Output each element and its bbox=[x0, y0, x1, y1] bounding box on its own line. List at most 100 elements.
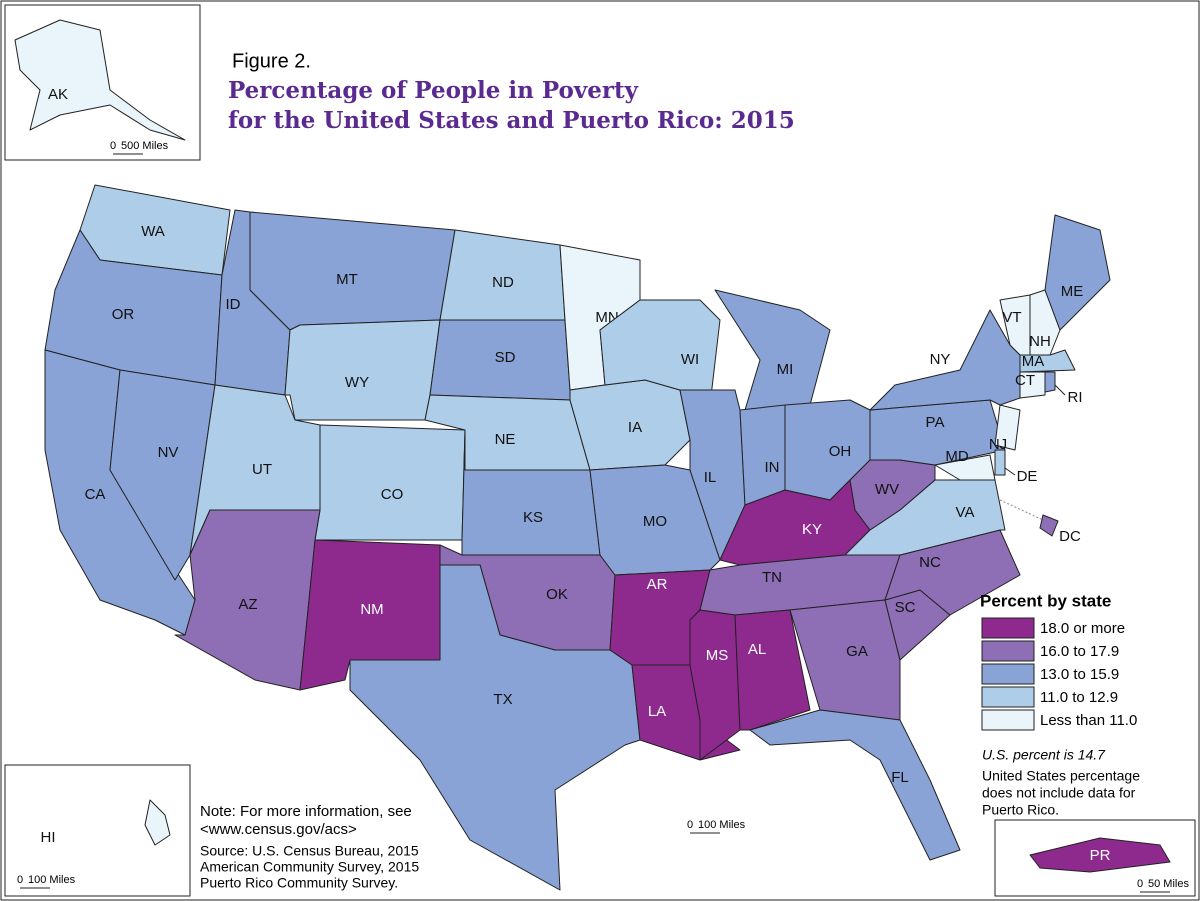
state-label: WA bbox=[141, 223, 165, 240]
state-label: OK bbox=[546, 586, 568, 603]
scale-zero: 0 bbox=[17, 874, 23, 886]
state bbox=[734, 609, 811, 731]
legend-label: 18.0 or more bbox=[1040, 620, 1125, 637]
state-label: GA bbox=[846, 643, 868, 660]
state-label: MT bbox=[336, 271, 358, 288]
us-percent: U.S. percent is 14.7 bbox=[982, 747, 1106, 763]
legend-swatch bbox=[981, 686, 1035, 708]
leader-line bbox=[1054, 384, 1066, 396]
state-label: AR bbox=[647, 576, 668, 593]
state-label: RI bbox=[1068, 389, 1083, 406]
note: <www.census.gov/acs> bbox=[200, 821, 357, 838]
leader-line bbox=[1004, 467, 1016, 476]
state bbox=[349, 564, 641, 891]
state-label: NE bbox=[495, 431, 516, 448]
state-label: DC bbox=[1059, 528, 1081, 545]
state-label: PA bbox=[926, 414, 945, 431]
legend-label: 16.0 to 17.9 bbox=[1040, 643, 1119, 660]
state bbox=[1029, 837, 1171, 873]
state-label: VT bbox=[1002, 309, 1021, 326]
state-label: ME bbox=[1061, 283, 1084, 300]
legend-swatch bbox=[981, 663, 1035, 685]
state-label: SD bbox=[495, 349, 516, 366]
state-label: KY bbox=[802, 521, 822, 538]
state-label: AL bbox=[748, 641, 766, 658]
state bbox=[1039, 514, 1059, 537]
scale-zero: 0 bbox=[110, 140, 116, 152]
state-label: IA bbox=[628, 419, 642, 436]
legend-label: Less than 11.0 bbox=[1040, 712, 1137, 729]
legend-title: Percent by state bbox=[980, 591, 1111, 610]
state-label: NH bbox=[1029, 333, 1051, 350]
state bbox=[1019, 371, 1046, 399]
state-label: SC bbox=[895, 599, 916, 616]
state bbox=[14, 19, 186, 141]
state-label: OR bbox=[112, 306, 135, 323]
state bbox=[994, 449, 1006, 476]
state-label: VA bbox=[956, 504, 975, 521]
source: American Community Survey, 2015 bbox=[200, 859, 419, 875]
state-label: KS bbox=[523, 509, 543, 526]
state bbox=[144, 799, 171, 846]
figure-label: Figure 2. bbox=[232, 50, 311, 72]
state-label: LA bbox=[648, 703, 666, 720]
state-label: CT bbox=[1015, 372, 1035, 389]
state-label: ND bbox=[492, 274, 514, 291]
leader-line bbox=[999, 499, 1044, 521]
state-label: CA bbox=[85, 486, 106, 503]
legend-label: 13.0 to 15.9 bbox=[1040, 666, 1119, 683]
state-label: NJ bbox=[989, 436, 1007, 453]
state bbox=[789, 599, 901, 721]
state-label: WI bbox=[681, 351, 699, 368]
state bbox=[174, 509, 321, 691]
state-label: UT bbox=[252, 461, 272, 478]
legend-note: United States percentage bbox=[982, 768, 1140, 784]
state-label: DE bbox=[1017, 468, 1038, 485]
state-label: MO bbox=[643, 513, 667, 530]
state-label: MI bbox=[777, 361, 794, 378]
state-label: FL bbox=[891, 769, 909, 786]
state bbox=[934, 454, 996, 481]
state-label: NY bbox=[930, 351, 951, 368]
state-label: WV bbox=[875, 481, 899, 498]
state-label: NV bbox=[158, 444, 179, 461]
source: Puerto Rico Community Survey. bbox=[200, 875, 398, 891]
state-label: OH bbox=[829, 443, 852, 460]
state-label: MA bbox=[1022, 353, 1045, 370]
state-label: MS bbox=[706, 647, 729, 664]
scale-zero: 0 bbox=[1137, 878, 1143, 890]
legend-swatch bbox=[981, 617, 1035, 639]
state bbox=[284, 319, 441, 421]
state bbox=[1019, 349, 1076, 373]
state-label: TX bbox=[493, 691, 512, 708]
scale-label: 100 Miles bbox=[698, 819, 746, 831]
scale-label: 50 Miles bbox=[1148, 878, 1189, 890]
legend-note: does not include data for bbox=[982, 785, 1136, 801]
state bbox=[1044, 214, 1111, 331]
state bbox=[1029, 289, 1061, 356]
state-label: PR bbox=[1090, 847, 1111, 864]
state bbox=[314, 424, 466, 541]
state-label: IN bbox=[765, 459, 780, 476]
state bbox=[1044, 371, 1056, 393]
state bbox=[739, 404, 786, 506]
title-line: for the United States and Puerto Rico: 2… bbox=[228, 107, 795, 134]
scale-label: 500 Miles bbox=[121, 140, 169, 152]
legend-swatch bbox=[981, 709, 1035, 731]
state-label: WY bbox=[345, 374, 369, 391]
state-label: MD bbox=[945, 448, 968, 465]
state bbox=[749, 709, 961, 861]
state bbox=[994, 404, 1021, 451]
state-label: AK bbox=[48, 86, 68, 103]
state-label: TN bbox=[762, 569, 782, 586]
state bbox=[869, 399, 1006, 466]
legend-swatch bbox=[981, 640, 1035, 662]
source: Source: U.S. Census Bureau, 2015 bbox=[200, 843, 419, 859]
state-label: AZ bbox=[238, 596, 257, 613]
state bbox=[689, 609, 741, 761]
state-label: ID bbox=[226, 296, 241, 313]
legend-label: 11.0 to 12.9 bbox=[1040, 689, 1118, 706]
state-label: NC bbox=[919, 554, 941, 571]
